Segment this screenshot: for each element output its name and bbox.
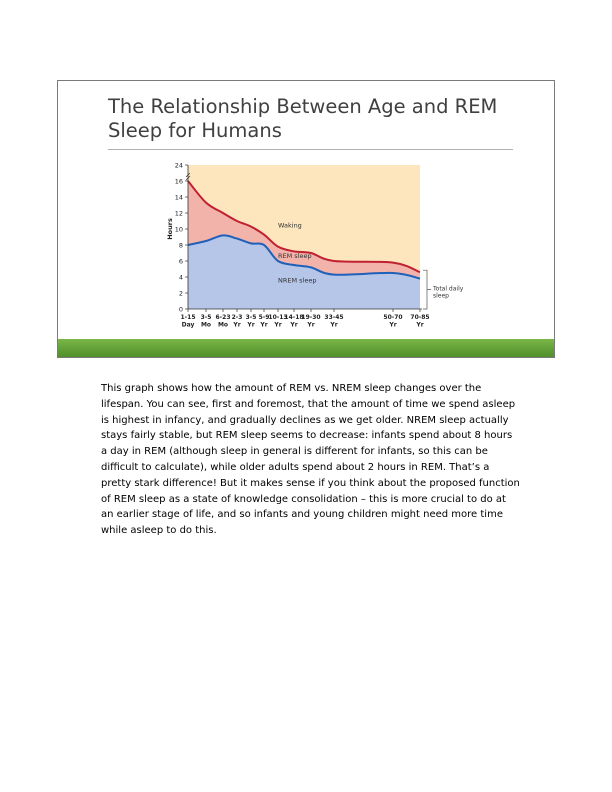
x-tick-label-bottom: Yr [388, 322, 396, 329]
x-tick-label-bottom: Yr [415, 322, 423, 329]
x-tick-label-bottom: Yr [289, 322, 297, 329]
total-sleep-bracket [423, 269, 431, 310]
title-divider [108, 149, 513, 150]
y-tick-label: 4 [179, 273, 183, 281]
x-tick-label-top: 33-45 [324, 314, 343, 321]
y-tick-label: 8 [179, 241, 183, 249]
x-tick-label-top: 5-9 [259, 314, 270, 321]
x-tick-label-bottom: Yr [329, 322, 337, 329]
x-tick-label-top: 14-18 [284, 314, 303, 321]
region-label-nrem: NREM sleep [278, 277, 316, 285]
x-tick-label-top: 6-23 [215, 314, 230, 321]
slide-title: The Relationship Between Age and REM Sle… [108, 95, 498, 142]
nrem-line [187, 234, 421, 280]
x-tick-label-top: 3-5 [246, 314, 257, 321]
bracket-label-line-2: sleep [433, 293, 449, 300]
x-tick-label-bottom: Day [182, 322, 195, 329]
y-tick-label: 2 [179, 289, 183, 297]
y-tick-label: 16 [175, 177, 183, 185]
x-tick-label-bottom: Mo [218, 322, 228, 329]
y-tick-label: 0 [179, 305, 183, 313]
y-tick-label: 10 [175, 225, 183, 233]
x-tick-label-top: 10-13 [268, 314, 287, 321]
x-tick-label-bottom: Yr [259, 322, 267, 329]
slide: The Relationship Between Age and REM Sle… [57, 80, 555, 358]
x-tick-label-top: 2-3 [232, 314, 243, 321]
x-tick-label-bottom: Mo [201, 322, 211, 329]
bracket-label-line-1: Total daily [432, 286, 464, 293]
nrem-area [188, 235, 420, 309]
x-tick-label-bottom: Yr [232, 322, 240, 329]
y-tick-label: 6 [179, 257, 183, 265]
y-tick-label: 24 [175, 161, 183, 169]
x-tick-label-top: 50-70 [383, 314, 402, 321]
region-label-rem: REM sleep [278, 252, 312, 260]
x-tick-label-top: 1-15 [180, 314, 195, 321]
x-tick-label-bottom: Yr [273, 322, 281, 329]
y-tick-label: 12 [175, 209, 183, 217]
x-tick-label-top: 70-85 [410, 314, 429, 321]
x-tick-label-top: 3-5 [201, 314, 212, 321]
footer-accent-bar [58, 339, 554, 357]
speaker-notes: This graph shows how the amount of REM v… [101, 383, 520, 537]
y-tick-label: 14 [175, 193, 183, 201]
y-axis-label: Hours [166, 218, 174, 240]
axis-break-mark [185, 172, 191, 181]
x-tick-label-bottom: Yr [246, 322, 254, 329]
region-label-waking: Waking [278, 221, 302, 229]
x-axis-ticks: 1-15Day3-5Mo6-23Mo2-3Yr3-5Yr5-9Yr10-13Yr… [180, 309, 430, 329]
total-sleep-line [187, 180, 421, 274]
x-tick-label-top: 19-30 [301, 314, 320, 321]
x-tick-label-bottom: Yr [306, 322, 314, 329]
